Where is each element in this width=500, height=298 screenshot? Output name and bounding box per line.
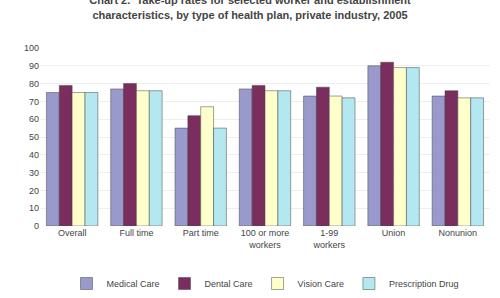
svg-text:0: 0	[34, 221, 39, 231]
svg-text:50: 50	[29, 132, 39, 142]
svg-text:1-99workers: 1-99workers	[313, 228, 346, 250]
svg-text:Part time: Part time	[183, 228, 219, 238]
svg-text:10: 10	[29, 203, 39, 213]
svg-text:Dental Care: Dental Care	[205, 279, 253, 289]
svg-text:Overall: Overall	[58, 228, 87, 238]
svg-text:100 or moreworkers: 100 or moreworkers	[241, 228, 290, 250]
svg-text:Vision Care: Vision Care	[298, 279, 344, 289]
svg-text:Union: Union	[382, 228, 406, 238]
svg-text:20: 20	[29, 186, 39, 196]
svg-text:Prescription Drug: Prescription Drug	[389, 279, 459, 289]
svg-text:40: 40	[29, 150, 39, 160]
svg-text:Nonunion: Nonunion	[439, 228, 478, 238]
svg-text:Full time: Full time	[119, 228, 153, 238]
svg-text:30: 30	[29, 168, 39, 178]
svg-text:60: 60	[29, 114, 39, 124]
svg-text:90: 90	[29, 61, 39, 71]
svg-text:80: 80	[29, 79, 39, 89]
svg-text:70: 70	[29, 97, 39, 107]
svg-text:Medical Care: Medical Care	[107, 279, 160, 289]
svg-text:Chart 2. Take-up rates for se: Chart 2. Take-up rates for selected work…	[89, 0, 411, 21]
svg-text:100: 100	[24, 43, 39, 53]
